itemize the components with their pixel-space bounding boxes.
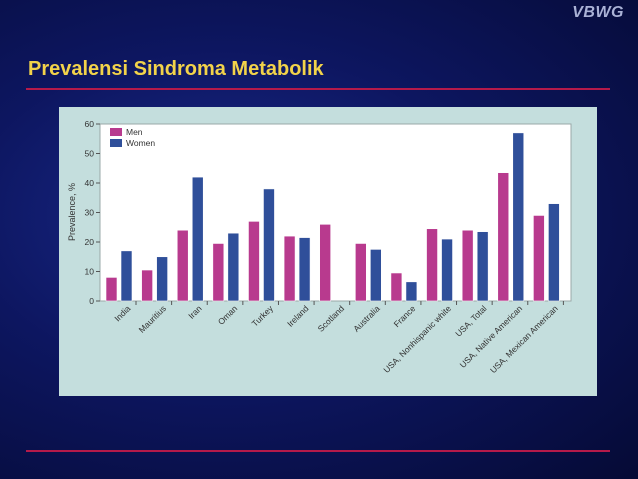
bar-women xyxy=(263,188,275,302)
bar-women xyxy=(476,231,489,302)
x-tick-label: USA, Mexican American xyxy=(488,303,560,375)
legend-label-women: Women xyxy=(126,138,155,148)
bars-group xyxy=(105,132,564,305)
y-axis: 0 10 20 30 40 50 60 xyxy=(85,119,100,306)
x-tick-label: Ireland xyxy=(285,303,311,329)
legend: Men Women xyxy=(110,127,155,148)
bar-women xyxy=(441,238,453,302)
bar-men xyxy=(283,235,296,302)
bar-women xyxy=(512,132,525,302)
x-tick-label: France xyxy=(392,303,418,329)
x-tick-label: India xyxy=(112,303,132,323)
y-tick-label: 10 xyxy=(85,267,95,277)
x-tick-label: Scotland xyxy=(316,303,347,334)
legend-swatch-women xyxy=(110,139,122,147)
x-tick-label: Turkey xyxy=(250,303,276,329)
y-axis-label: Prevalence, % xyxy=(67,183,77,241)
bar-women xyxy=(227,232,240,302)
x-tick-label: USA, Native American xyxy=(458,303,525,370)
bar-women xyxy=(405,281,418,302)
x-axis-labels: India Mauritius Iran Oman Turkey Ireland Scotl… xyxy=(112,303,560,375)
bar-men xyxy=(497,172,510,302)
bar-women xyxy=(548,203,560,302)
bar-women xyxy=(191,176,204,302)
bar-women xyxy=(156,256,168,302)
bar-women xyxy=(120,250,133,302)
y-tick-label: 50 xyxy=(85,149,95,159)
y-tick-label: 0 xyxy=(89,296,94,306)
bar-men xyxy=(141,269,153,302)
bar-men xyxy=(355,243,367,302)
bar-men xyxy=(105,277,118,302)
y-tick-label: 30 xyxy=(85,208,95,218)
x-tick-label: Oman xyxy=(216,303,240,327)
bar-men xyxy=(533,215,545,302)
bar-men xyxy=(319,224,331,302)
bar-chart: 0 10 20 30 40 50 60 India Mauritius Iran Oman Turk… xyxy=(67,119,572,375)
chart-panel: 0 10 20 30 40 50 60 India Mauritius Iran Oman Turk… xyxy=(59,107,597,396)
bar-men xyxy=(176,229,189,302)
y-tick-label: 20 xyxy=(85,237,95,247)
bar-men xyxy=(212,243,225,302)
legend-swatch-men xyxy=(110,128,122,136)
bar-women xyxy=(298,237,311,302)
x-tick-label: USA, Nonhispanic white xyxy=(381,303,453,375)
bar-men xyxy=(426,228,438,302)
footer-divider xyxy=(26,450,610,452)
x-tick-label: USA, Total xyxy=(453,303,488,338)
brand-logo: VBWG xyxy=(572,4,624,21)
x-tick-label: Iran xyxy=(186,303,204,321)
legend-label-men: Men xyxy=(126,127,143,137)
bar-women xyxy=(370,249,382,302)
x-tick-label: Australia xyxy=(351,303,382,334)
bar-men xyxy=(461,229,474,302)
slide-title: Prevalensi Sindroma Metabolik xyxy=(28,58,324,80)
y-tick-label: 60 xyxy=(85,119,95,129)
bar-men xyxy=(248,221,260,302)
x-tick-label: Mauritius xyxy=(137,303,168,334)
title-divider xyxy=(26,88,610,90)
y-tick-label: 40 xyxy=(85,178,95,188)
bar-men xyxy=(390,272,403,302)
